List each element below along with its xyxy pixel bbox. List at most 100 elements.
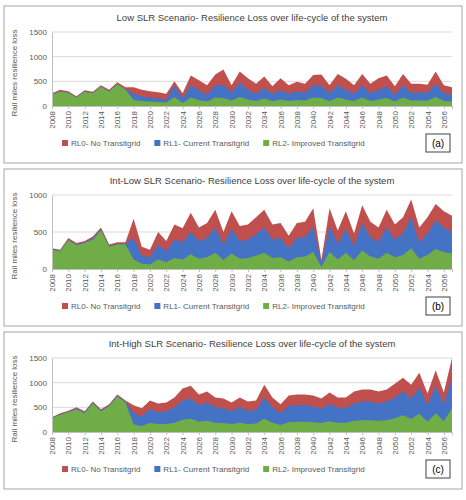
tick-label: 2040 bbox=[309, 273, 318, 291]
tick-label: 2044 bbox=[342, 273, 351, 291]
tick-label: 2016 bbox=[113, 273, 122, 291]
tick: 2056 bbox=[440, 432, 449, 455]
plot-area bbox=[52, 69, 452, 106]
tick-mark bbox=[183, 432, 184, 435]
tick-label: 2010 bbox=[64, 436, 73, 454]
axis-line bbox=[53, 433, 453, 436]
tick-label: 2040 bbox=[309, 436, 318, 454]
tick-mark bbox=[150, 432, 151, 435]
area bbox=[52, 217, 452, 269]
tick-mark bbox=[411, 432, 412, 435]
legend-label: RL1- Current Transitgrid bbox=[163, 302, 249, 311]
tick-label: 2008 bbox=[48, 110, 57, 128]
panel-label-text: (b) bbox=[432, 301, 444, 312]
tick-label: 2048 bbox=[375, 273, 384, 291]
area bbox=[52, 231, 452, 269]
tick-mark bbox=[232, 269, 233, 272]
tick: 2010 bbox=[64, 432, 73, 455]
panel-label: (a) bbox=[426, 134, 450, 152]
tick-mark bbox=[428, 432, 429, 435]
tick: 2048 bbox=[375, 432, 384, 455]
tick-label: 500 bbox=[34, 228, 48, 237]
tick: 2012 bbox=[81, 432, 90, 455]
tick: 2038 bbox=[293, 432, 302, 455]
area bbox=[52, 396, 452, 432]
tick-mark bbox=[281, 432, 282, 435]
tick-mark bbox=[117, 269, 118, 272]
legend-label: RL2- Improved Transitgrid bbox=[272, 302, 364, 311]
area bbox=[52, 84, 452, 106]
tick-label: 2032 bbox=[244, 436, 253, 454]
tick-label: 2028 bbox=[211, 273, 220, 291]
tick: 2030 bbox=[228, 269, 237, 292]
tick: 2018 bbox=[130, 432, 139, 455]
tick: 2014 bbox=[97, 269, 106, 292]
tick-mark bbox=[232, 432, 233, 435]
tick: 2036 bbox=[277, 269, 286, 292]
legend-swatch bbox=[62, 303, 68, 309]
plot-area bbox=[52, 358, 452, 432]
area bbox=[52, 69, 452, 106]
panel: Int-Low SLR Scenario- Resilience Loss ov… bbox=[4, 169, 462, 326]
tick-label: 2032 bbox=[244, 273, 253, 291]
tick: 2032 bbox=[244, 269, 253, 292]
tick: 2030 bbox=[228, 106, 237, 129]
tick: 2050 bbox=[391, 432, 400, 455]
panel-frame bbox=[4, 6, 462, 163]
tick-mark bbox=[395, 106, 396, 109]
tick-mark bbox=[330, 432, 331, 435]
tick-label: 2054 bbox=[424, 436, 433, 454]
tick: 2008 bbox=[48, 432, 57, 455]
tick-label: 1500 bbox=[29, 28, 47, 37]
tick-mark bbox=[362, 106, 363, 109]
tick: 2038 bbox=[293, 106, 302, 129]
tick-mark bbox=[330, 269, 331, 272]
tick-label: 2024 bbox=[179, 110, 188, 128]
tick: 2022 bbox=[162, 269, 171, 292]
tick-label: 2034 bbox=[260, 110, 269, 128]
tick-label: 2030 bbox=[228, 110, 237, 128]
grid bbox=[52, 358, 452, 432]
tick-label: 2024 bbox=[179, 436, 188, 454]
tick-label: 2032 bbox=[244, 110, 253, 128]
tick-label: 2036 bbox=[277, 110, 286, 128]
tick-mark bbox=[232, 106, 233, 109]
tick: 2014 bbox=[97, 432, 106, 455]
y-axis: 05001000 bbox=[29, 191, 52, 274]
tick-mark bbox=[52, 432, 53, 435]
tick: 2012 bbox=[81, 106, 90, 129]
tick: 2018 bbox=[130, 269, 139, 292]
tick-mark bbox=[85, 269, 86, 272]
tick-mark bbox=[215, 432, 216, 435]
tick-label: 0 bbox=[43, 428, 48, 437]
tick: 500 bbox=[34, 403, 52, 412]
tick-label: 2016 bbox=[113, 110, 122, 128]
tick-mark bbox=[199, 106, 200, 109]
tick-mark bbox=[117, 106, 118, 109]
axis-line bbox=[52, 359, 53, 433]
tick-label: 2022 bbox=[162, 436, 171, 454]
tick: 2054 bbox=[424, 432, 433, 455]
tick: 2010 bbox=[64, 106, 73, 129]
y-axis-title: Rail miles resilience loss bbox=[10, 192, 19, 279]
panel-label-text: (a) bbox=[432, 138, 444, 149]
tick: 2032 bbox=[244, 106, 253, 129]
grid bbox=[52, 195, 452, 269]
tick: 2044 bbox=[342, 432, 351, 455]
tick-mark bbox=[199, 432, 200, 435]
tick-mark bbox=[101, 432, 102, 435]
tick: 2018 bbox=[130, 106, 139, 129]
tick-label: 2056 bbox=[440, 273, 449, 291]
tick: 2016 bbox=[113, 432, 122, 455]
tick: 2020 bbox=[146, 432, 155, 455]
tick: 2016 bbox=[113, 269, 122, 292]
tick-label: 2022 bbox=[162, 110, 171, 128]
tick: 2008 bbox=[48, 106, 57, 129]
tick-label: 2030 bbox=[228, 273, 237, 291]
tick-label: 2020 bbox=[146, 273, 155, 291]
tick-label: 2020 bbox=[146, 436, 155, 454]
tick-mark bbox=[134, 106, 135, 109]
tick: 2052 bbox=[407, 269, 416, 292]
tick: 2028 bbox=[211, 269, 220, 292]
y-axis-title: Rail miles resilience loss bbox=[10, 355, 19, 442]
